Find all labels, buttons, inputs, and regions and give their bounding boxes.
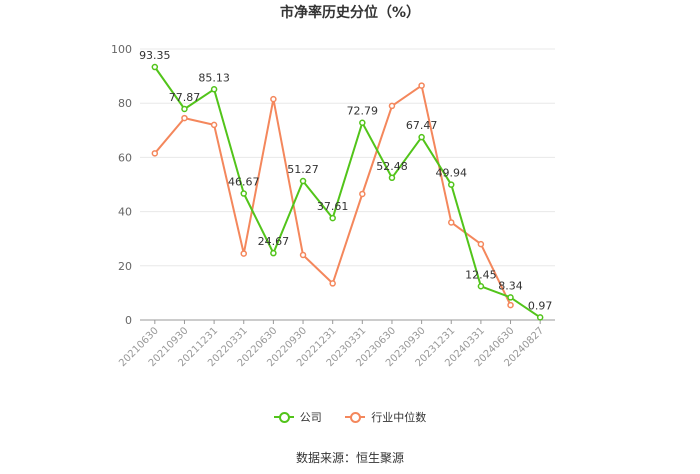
data-label: 77.87 bbox=[169, 91, 201, 104]
y-tick-label: 40 bbox=[118, 206, 132, 219]
data-label: 37.61 bbox=[317, 200, 349, 213]
data-point-industry-median[interactable] bbox=[270, 95, 277, 103]
legend-swatch-company bbox=[273, 412, 294, 423]
data-point-company[interactable] bbox=[448, 181, 455, 188]
data-point-company[interactable] bbox=[151, 63, 159, 71]
y-tick-label: 0 bbox=[125, 314, 132, 327]
data-point-industry-median[interactable] bbox=[477, 240, 485, 248]
legend-item-company[interactable]: 公司 bbox=[273, 409, 322, 425]
data-label: 67.47 bbox=[406, 119, 438, 132]
data-point-company[interactable] bbox=[240, 190, 247, 197]
data-point-industry-median[interactable] bbox=[507, 301, 514, 309]
data-point-industry-median[interactable] bbox=[210, 121, 218, 129]
data-point-industry-median[interactable] bbox=[418, 82, 425, 89]
data-point-company[interactable] bbox=[210, 86, 218, 93]
data-point-industry-median[interactable] bbox=[151, 150, 159, 157]
data-label: 49.94 bbox=[436, 167, 468, 180]
y-tick-label: 60 bbox=[118, 151, 132, 164]
y-tick-label: 100 bbox=[111, 43, 132, 56]
data-label: 85.13 bbox=[198, 71, 230, 84]
legend-label-company: 公司 bbox=[299, 411, 322, 424]
legend-swatch-industry-median bbox=[345, 412, 366, 423]
data-point-company[interactable] bbox=[329, 214, 336, 222]
data-point-industry-median[interactable] bbox=[181, 114, 188, 122]
data-point-industry-median[interactable] bbox=[329, 280, 336, 287]
data-point-company[interactable] bbox=[477, 283, 485, 290]
legend: 公司 行业中位数 bbox=[0, 409, 700, 425]
data-label: 24.67 bbox=[258, 235, 290, 248]
data-label: 12.45 bbox=[465, 268, 497, 281]
data-point-company[interactable] bbox=[359, 119, 366, 126]
y-tick-label: 80 bbox=[118, 97, 132, 110]
data-label: 8.34 bbox=[498, 279, 523, 292]
data-point-industry-median[interactable] bbox=[448, 219, 455, 226]
data-point-company[interactable] bbox=[299, 177, 307, 185]
series-line-company bbox=[153, 66, 541, 319]
data-point-company[interactable] bbox=[536, 314, 544, 321]
data-label: 52.48 bbox=[376, 160, 408, 173]
data-point-company[interactable] bbox=[388, 174, 396, 182]
source-note: 数据来源：恒生聚源 bbox=[295, 451, 404, 465]
y-tick-label: 20 bbox=[118, 260, 132, 273]
data-point-industry-median[interactable] bbox=[359, 190, 366, 198]
data-point-company[interactable] bbox=[181, 105, 188, 113]
data-point-company[interactable] bbox=[507, 294, 514, 301]
data-label: 0.97 bbox=[528, 299, 553, 312]
data-point-industry-median[interactable] bbox=[388, 102, 396, 110]
data-label: 93.35 bbox=[139, 49, 171, 62]
chart-title: 市净率历史分位（%） bbox=[279, 5, 421, 21]
data-label: 72.79 bbox=[347, 105, 379, 118]
legend-label-industry-median: 行业中位数 bbox=[371, 411, 427, 424]
data-label: 46.67 bbox=[228, 176, 260, 189]
data-point-company[interactable] bbox=[418, 133, 425, 141]
data-point-company[interactable] bbox=[270, 249, 277, 257]
series-line-industry-median bbox=[154, 84, 512, 306]
legend-item-industry-median[interactable]: 行业中位数 bbox=[345, 409, 426, 425]
data-label: 51.27 bbox=[287, 163, 319, 176]
data-point-industry-median[interactable] bbox=[299, 251, 307, 259]
data-point-industry-median[interactable] bbox=[240, 250, 247, 257]
